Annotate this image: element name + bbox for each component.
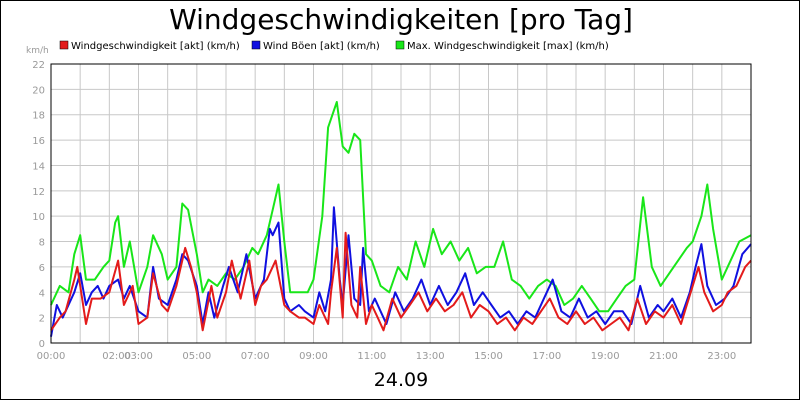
grid xyxy=(51,63,751,344)
legend-label-akt: Windgeschwindigkeit [akt] (km/h) xyxy=(71,41,240,52)
y-tick-label: 4 xyxy=(39,288,45,299)
x-tick-label: 23:00 xyxy=(707,351,736,362)
legend: Windgeschwindigkeit [akt] (km/h) Wind Bö… xyxy=(59,40,609,52)
x-tick-label: 05:00 xyxy=(182,351,211,362)
x-tick-label: 15:00 xyxy=(474,351,503,362)
series-line-1 xyxy=(50,206,752,337)
x-tick-label: 09:00 xyxy=(299,351,328,362)
y-tick-label: 2 xyxy=(39,314,45,325)
y-tick-label: 12 xyxy=(32,187,45,198)
y-axis-ticks: 0 2 4 6 8 10 12 14 16 18 20 22 xyxy=(32,60,45,350)
y-tick-label: 18 xyxy=(32,111,45,122)
x-tick-label: 11:00 xyxy=(357,351,386,362)
y-tick-label: 22 xyxy=(32,60,45,71)
legend-label-max: Max. Windgeschwindigkeit [max] (km/h) xyxy=(407,41,609,52)
plot-area xyxy=(50,63,752,344)
y-tick-label: 14 xyxy=(32,161,45,172)
legend-swatch-akt xyxy=(59,40,69,50)
y-tick-label: 6 xyxy=(39,263,45,274)
y-tick-label: 8 xyxy=(39,238,45,249)
y-axis-unit-label: km/h xyxy=(26,46,49,56)
y-tick-label: 10 xyxy=(32,212,45,223)
chart-title: Windgeschwindigkeiten [pro Tag] xyxy=(169,3,633,36)
x-tick-label: 17:00 xyxy=(532,351,561,362)
x-tick-label: 19:00 xyxy=(591,351,620,362)
y-tick-label: 16 xyxy=(32,136,45,147)
x-tick-label: 00:00 xyxy=(37,351,66,362)
x-tick-label: 21:00 xyxy=(649,351,678,362)
y-tick-label: 0 xyxy=(39,339,45,350)
y-tick-label: 20 xyxy=(32,85,45,96)
x-tick-label: 03:00 xyxy=(124,351,153,362)
x-tick-label: 02:00 xyxy=(102,351,131,362)
series-line-0 xyxy=(50,231,752,332)
x-tick-label: 13:00 xyxy=(416,351,445,362)
data-series xyxy=(50,101,752,337)
legend-swatch-boeen xyxy=(251,40,261,50)
legend-label-boeen: Wind Böen [akt] (km/h) xyxy=(263,41,380,52)
x-tick-label: 07:00 xyxy=(241,351,270,362)
legend-swatch-max xyxy=(395,40,405,50)
series-line-2 xyxy=(50,101,752,313)
date-label: 24.09 xyxy=(374,369,428,391)
